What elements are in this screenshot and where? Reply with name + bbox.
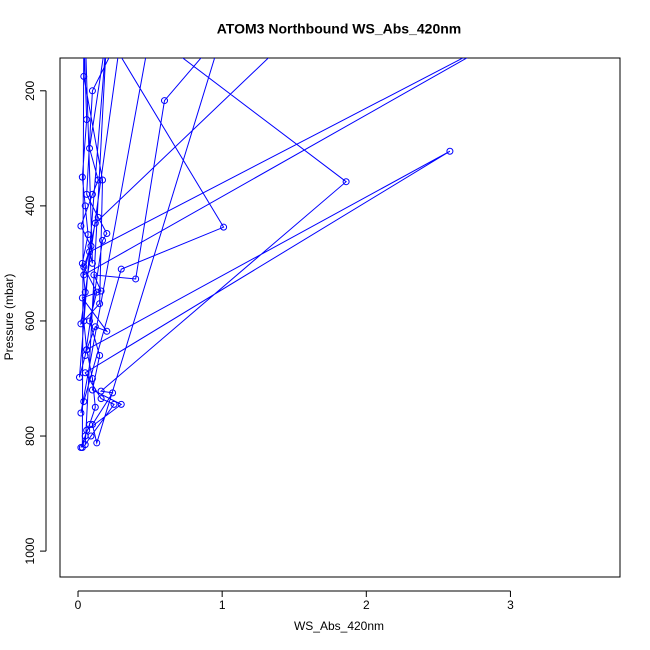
data-point (109, 389, 117, 397)
data-point (88, 386, 96, 394)
x-tick-label: 0 (75, 598, 82, 612)
data-point (88, 87, 96, 95)
data-point (220, 223, 228, 231)
data-point (80, 398, 88, 406)
data-point (86, 421, 94, 429)
data-point (86, 144, 94, 152)
data-point (99, 236, 107, 244)
data-point (77, 409, 85, 417)
data-point (83, 190, 91, 198)
data-point (117, 400, 125, 408)
data-point (78, 294, 86, 302)
data-point (91, 323, 99, 331)
plot-area (75, 30, 513, 452)
data-point (104, 30, 110, 36)
data-point (87, 432, 95, 440)
data-point (81, 30, 87, 36)
data-point (96, 351, 104, 359)
data-point (97, 287, 105, 295)
data-point (80, 271, 88, 279)
data-point (97, 387, 105, 395)
data-point (118, 30, 124, 36)
data-point (81, 202, 89, 210)
chart-title: ATOM3 Northbound WS_Abs_420nm (217, 21, 462, 37)
data-point (78, 259, 86, 267)
data-point (88, 259, 96, 267)
data-point (83, 426, 91, 434)
data-point (81, 369, 89, 377)
data-point (86, 317, 94, 325)
data-point (88, 421, 96, 429)
data-point (117, 265, 125, 273)
data-point (77, 320, 85, 328)
data-point (110, 400, 118, 408)
data-point (104, 30, 110, 36)
data-point (81, 441, 89, 449)
data-line (78, 58, 468, 448)
data-point (90, 271, 98, 279)
data-point (342, 178, 350, 186)
data-point (80, 263, 88, 271)
data-point (96, 300, 104, 308)
data-point (93, 439, 101, 447)
x-tick-label: 1 (219, 598, 226, 612)
y-tick-label: 400 (23, 196, 37, 216)
data-point (86, 248, 94, 256)
data-point (446, 147, 454, 155)
y-tick-label: 800 (23, 426, 37, 446)
plot-box (59, 57, 621, 578)
data-point (103, 327, 111, 335)
data-point (161, 97, 169, 105)
data-point (94, 176, 102, 184)
data-point (81, 351, 89, 359)
data-point (99, 176, 107, 184)
data-point (88, 374, 96, 382)
data-point (103, 229, 111, 237)
data-point (80, 72, 88, 80)
data-point (147, 30, 153, 36)
data-point (91, 219, 99, 227)
data-point (94, 213, 102, 221)
data-point (91, 403, 99, 411)
data-point (77, 222, 85, 230)
x-tick-label: 2 (363, 598, 370, 612)
y-axis-title: Pressure (mbar) (2, 274, 16, 361)
y-tick-label: 1000 (23, 537, 37, 564)
data-point (84, 231, 92, 239)
data-point (97, 395, 105, 403)
data-point (82, 30, 88, 36)
data-point (132, 275, 140, 283)
x-axis-title: WS_Abs_420nm (294, 619, 384, 633)
y-tick-label: 600 (23, 311, 37, 331)
data-point (83, 116, 91, 124)
data-point (507, 30, 513, 36)
y-tick-label: 200 (23, 80, 37, 100)
data-point (81, 288, 89, 296)
data-point (93, 288, 101, 296)
x-tick-label: 3 (507, 598, 514, 612)
data-point (75, 373, 83, 381)
data-point (78, 173, 86, 181)
